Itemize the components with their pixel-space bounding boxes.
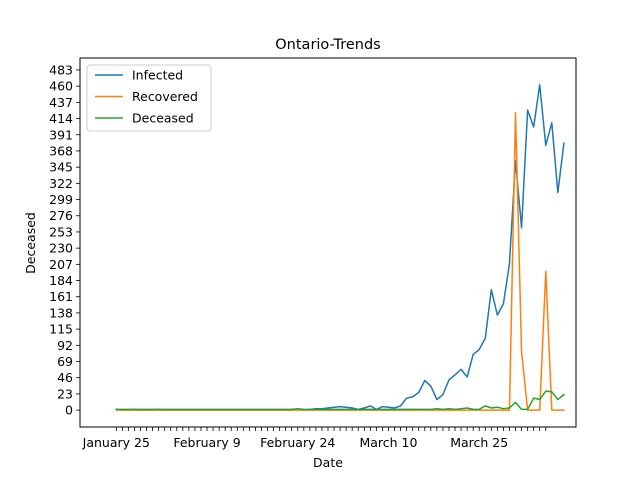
y-axis-ticks: 0234669921151381611842072302532762993223… bbox=[49, 62, 80, 418]
y-tick-label: 138 bbox=[49, 305, 73, 320]
y-tick-label: 23 bbox=[57, 386, 73, 401]
x-tick-label: February 24 bbox=[260, 435, 335, 450]
y-axis-label: Deceased bbox=[23, 212, 38, 274]
x-tick-label: February 9 bbox=[173, 435, 240, 450]
y-tick-label: 460 bbox=[49, 79, 73, 94]
legend-label-recovered: Recovered bbox=[132, 89, 198, 104]
y-tick-label: 276 bbox=[49, 208, 73, 223]
x-tick-label: March 25 bbox=[450, 435, 508, 450]
y-tick-label: 437 bbox=[49, 95, 73, 110]
y-tick-label: 299 bbox=[49, 192, 73, 207]
y-tick-label: 322 bbox=[49, 176, 73, 191]
y-tick-label: 391 bbox=[49, 127, 73, 142]
legend-entries: Infected Recovered Deceased bbox=[95, 68, 198, 126]
chart-title: Ontario-Trends bbox=[275, 37, 380, 53]
y-tick-label: 253 bbox=[49, 224, 73, 239]
y-tick-label: 115 bbox=[49, 322, 73, 337]
y-tick-label: 46 bbox=[57, 370, 73, 385]
y-tick-label: 414 bbox=[49, 111, 73, 126]
legend-label-infected: Infected bbox=[132, 68, 183, 83]
y-tick-label: 69 bbox=[57, 354, 73, 369]
y-tick-label: 184 bbox=[49, 273, 73, 288]
x-axis-label: Date bbox=[313, 455, 343, 470]
plot-lines bbox=[115, 84, 565, 411]
y-tick-label: 230 bbox=[49, 241, 73, 256]
x-axis-ticks: January 25 February 9 February 24 March 10 M… bbox=[82, 427, 547, 450]
series-line-deceased bbox=[115, 390, 565, 411]
y-tick-label: 345 bbox=[49, 160, 73, 175]
x-tick-label: January 25 bbox=[82, 435, 150, 450]
y-tick-label: 368 bbox=[49, 143, 73, 158]
y-tick-label: 483 bbox=[49, 62, 73, 77]
plot-area-frame bbox=[79, 57, 577, 428]
legend: Infected Recovered Deceased bbox=[86, 64, 212, 132]
y-tick-label: 207 bbox=[49, 257, 73, 272]
legend-box bbox=[86, 64, 212, 132]
y-tick-label: 0 bbox=[65, 403, 73, 418]
y-tick-label: 161 bbox=[49, 289, 73, 304]
y-tick-label: 92 bbox=[57, 338, 73, 353]
legend-label-deceased: Deceased bbox=[132, 111, 194, 126]
x-tick-label: March 10 bbox=[359, 435, 417, 450]
